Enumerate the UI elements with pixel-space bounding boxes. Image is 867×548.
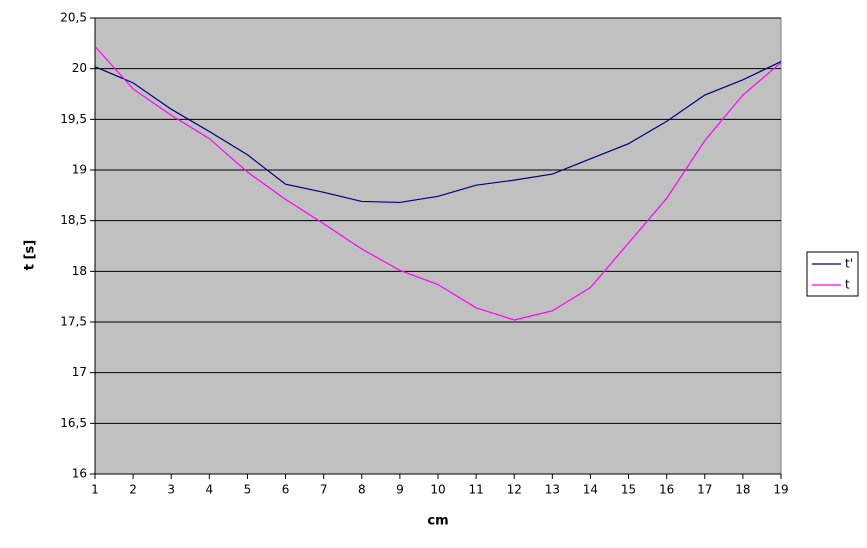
legend-label: t' [845, 257, 853, 271]
x-tick-label: 12 [507, 483, 522, 497]
x-tick-label: 11 [468, 483, 483, 497]
x-tick-label: 1 [91, 483, 99, 497]
x-tick-label: 8 [358, 483, 366, 497]
x-tick-label: 10 [430, 483, 445, 497]
series-line [94, 61, 782, 204]
x-tick-label: 18 [735, 483, 750, 497]
plot-area [94, 17, 782, 475]
x-tick-label: 13 [545, 483, 560, 497]
x-tick-label: 17 [697, 483, 712, 497]
y-tick-label: 20 [72, 61, 87, 75]
y-tick-label: 19,5 [60, 112, 87, 126]
y-tick-label: 17,5 [60, 315, 87, 329]
x-tick-label: 2 [129, 483, 137, 497]
y-tick-label: 20,5 [60, 11, 87, 25]
y-axis-label: t [s] [23, 240, 38, 270]
x-tick-label: 4 [206, 483, 214, 497]
x-tick-label: 6 [282, 483, 290, 497]
x-tick-label: 7 [320, 483, 328, 497]
x-tick-label: 15 [621, 483, 636, 497]
legend-box [806, 251, 859, 297]
x-tick-label: 3 [167, 483, 175, 497]
x-tick-label: 14 [583, 483, 598, 497]
y-tick-label: 16,5 [60, 416, 87, 430]
x-tick-label: 19 [773, 483, 788, 497]
x-axis-label: cm [427, 514, 448, 529]
legend-label: t [845, 278, 850, 292]
x-tick-label: 16 [659, 483, 674, 497]
y-tick-label: 18 [72, 264, 87, 278]
y-tick-label: 18,5 [60, 213, 87, 227]
series-line [94, 45, 782, 321]
x-tick-label: 9 [396, 483, 404, 497]
y-tick-label: 16 [72, 467, 87, 481]
y-tick-label: 19 [72, 163, 87, 177]
y-tick-label: 17 [72, 365, 87, 379]
x-tick-label: 5 [244, 483, 252, 497]
